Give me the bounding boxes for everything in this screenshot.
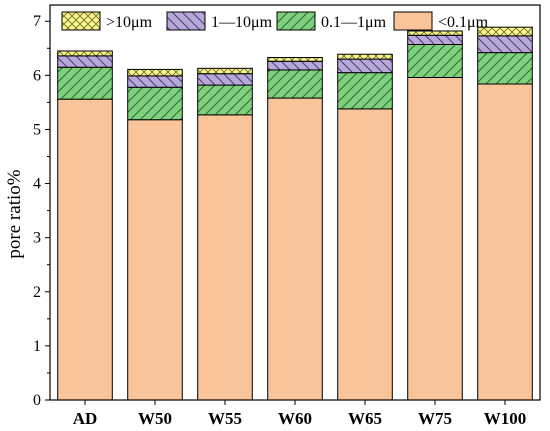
y-tick-label-4: 4 [33,176,41,193]
bar-segment-w65-s0 [337,108,393,401]
x-tick-label-w65: W65 [348,409,382,428]
bar-segment-w55-s3 [197,67,253,75]
bar-segment-ad-s3 [57,50,113,57]
y-axis-title: pore ratio% [4,169,25,258]
bar-segment-w100-s0 [477,83,533,401]
legend-label-s2: 1—10μm [211,14,273,31]
x-tick-label-w50: W50 [138,409,172,428]
bar-segment-ad-s0 [57,98,113,401]
bar-segment-w75-s1 [407,44,463,79]
y-tick-label-1: 1 [33,338,41,355]
y-tick-label-5: 5 [33,121,41,138]
x-tick-label-ad: AD [73,409,98,428]
legend-swatch-s1 [276,11,316,31]
x-tick-label-w60: W60 [278,409,312,428]
x-tick-label-w100: W100 [484,409,527,428]
bar-segment-w65-s3 [337,53,393,60]
x-tick-label-w75: W75 [418,409,452,428]
bar-segment-w75-s3 [407,30,463,36]
bar-segment-w60-s3 [267,56,323,62]
y-tick-label-0: 0 [33,392,41,409]
bar-segment-ad-s2 [57,55,113,68]
bar-segment-w60-s0 [267,97,323,401]
bar-segment-w75-s2 [407,34,463,45]
bar-segment-w55-s2 [197,73,253,86]
y-tick-label-2: 2 [33,284,41,301]
legend-label-s3: >10μm [106,14,153,31]
bar-segment-w50-s2 [127,75,183,88]
bar-segment-w65-s2 [337,58,393,74]
bar-segment-w55-s1 [197,84,253,116]
legend-swatch-s3 [61,11,101,31]
legend-swatch-s0 [393,11,433,31]
y-tick-label-7: 7 [33,13,41,30]
bar-segment-w65-s1 [337,72,393,110]
y-tick-label-3: 3 [33,230,41,247]
bar-segment-w100-s1 [477,52,533,85]
bar-segment-w60-s2 [267,60,323,71]
bar-segment-w50-s1 [127,86,183,121]
bar-segment-w55-s0 [197,114,253,401]
legend-swatch-s2 [166,11,206,31]
bar-segment-w100-s2 [477,35,533,54]
y-tick-label-6: 6 [33,67,41,84]
bar-segment-w100-s3 [477,26,533,37]
bar-segment-w50-s0 [127,119,183,401]
bar-segment-w60-s1 [267,69,323,99]
bar-segment-w50-s3 [127,68,183,77]
bar-segment-ad-s1 [57,66,113,100]
plot-frame [49,4,541,401]
x-tick-label-w55: W55 [208,409,242,428]
bar-segment-w75-s0 [407,77,463,401]
legend-label-s0: <0.1μm [438,14,489,31]
legend-label-s1: 0.1—1μm [321,14,387,31]
